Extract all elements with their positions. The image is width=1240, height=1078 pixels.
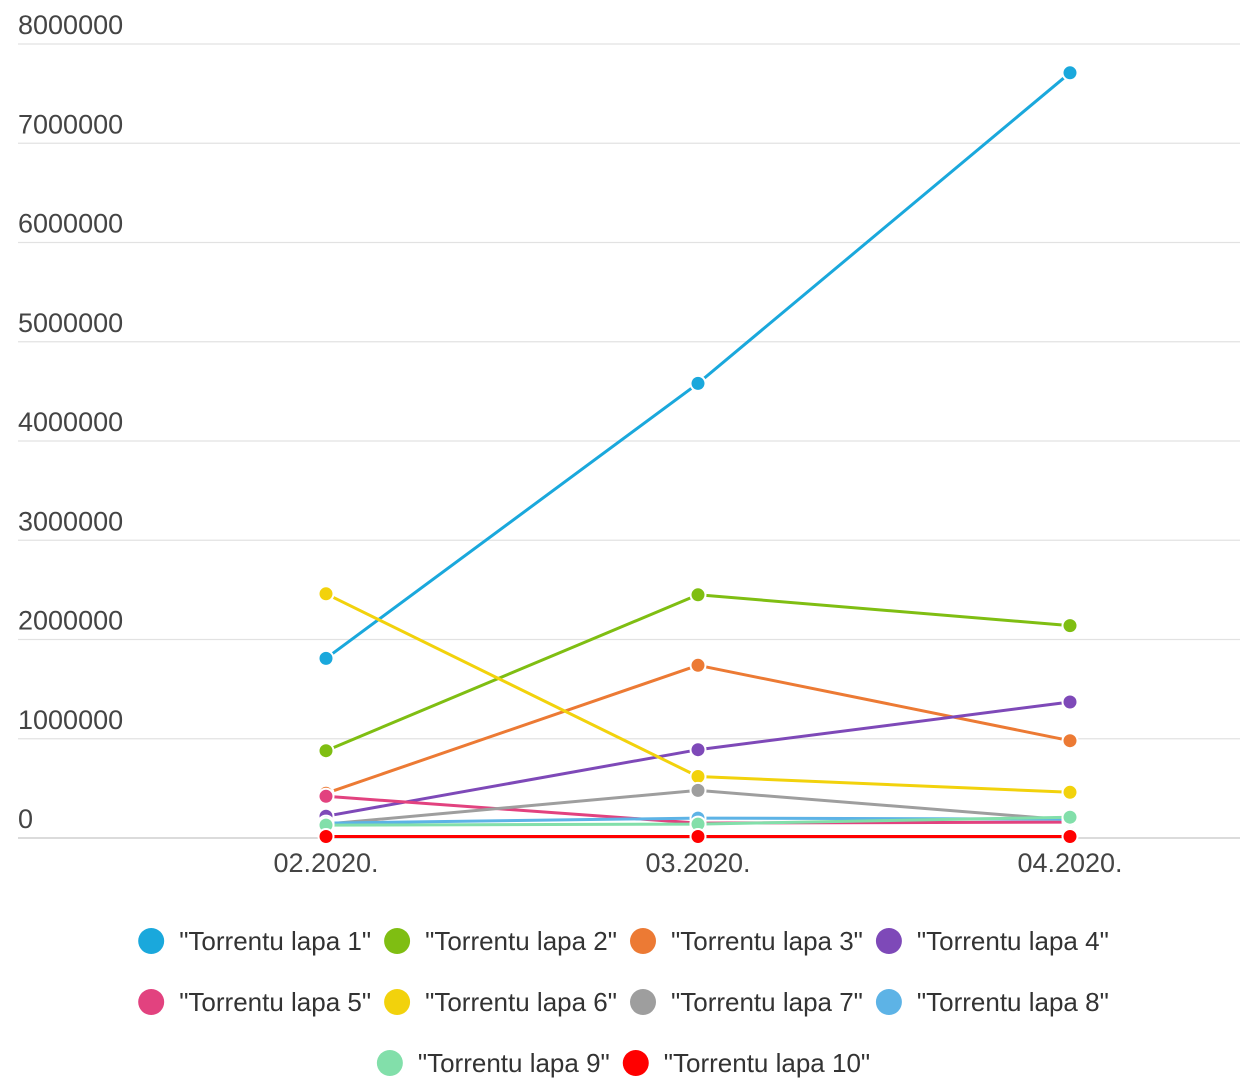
legend-label: "Torrentu lapa 7" — [671, 987, 863, 1017]
y-tick-label: 2000000 — [18, 606, 123, 636]
legend-swatch — [622, 1050, 649, 1076]
data-point-series-4[interactable] — [689, 741, 707, 759]
legend-item-5[interactable]: "Torrentu lapa 5" — [138, 987, 371, 1017]
legend-item-8[interactable]: "Torrentu lapa 8" — [875, 987, 1109, 1017]
legend-swatch — [875, 989, 902, 1015]
legend-swatch — [630, 928, 656, 954]
series-line-group — [324, 71, 1072, 838]
legend-item-9[interactable]: "Torrentu lapa 9" — [376, 1048, 610, 1078]
y-axis-tick-labels: 0 1000000 2000000 3000000 4000000 5000000 6000… — [18, 10, 123, 834]
series-line-6 — [324, 592, 1072, 794]
data-point-series-2[interactable] — [689, 586, 707, 604]
legend-label: "Torrentu lapa 8" — [917, 987, 1109, 1017]
x-tick-label: 02.2020. — [273, 848, 378, 878]
data-point-series-1[interactable] — [317, 649, 335, 667]
y-tick-label: 4000000 — [18, 407, 123, 437]
data-point-series-6[interactable] — [689, 768, 707, 785]
legend-item-4[interactable]: "Torrentu lapa 4" — [875, 926, 1109, 956]
y-tick-label: 5000000 — [18, 308, 123, 338]
data-point-series-9[interactable] — [1061, 808, 1079, 826]
data-point-series-10[interactable] — [317, 828, 335, 845]
legend-label: "Torrentu lapa 5" — [179, 987, 371, 1017]
data-point-series-5[interactable] — [317, 787, 335, 805]
grid-lines — [18, 43, 1240, 839]
legend-label: "Torrentu lapa 10" — [664, 1048, 870, 1078]
y-tick-label: 3000000 — [18, 506, 123, 536]
series-lines — [317, 64, 1079, 845]
y-tick-label: 1000000 — [18, 705, 123, 735]
data-point-series-10[interactable] — [1061, 828, 1079, 845]
legend-label: "Torrentu lapa 4" — [917, 926, 1109, 956]
legend-swatch — [384, 989, 411, 1015]
data-point-series-2[interactable] — [317, 742, 335, 760]
x-tick-label: 04.2020. — [1017, 848, 1122, 878]
x-axis-tick-labels: 02.2020. 03.2020. 04.2020. — [273, 848, 1122, 878]
legend-swatch — [138, 928, 165, 954]
legend-swatch — [384, 928, 411, 954]
y-tick-label: 8000000 — [18, 10, 123, 40]
legend-swatch — [875, 928, 902, 954]
legend-swatch — [630, 989, 656, 1015]
legend-swatch — [138, 989, 165, 1015]
data-point-series-1[interactable] — [1061, 64, 1079, 82]
legend-item-10[interactable]: "Torrentu lapa 10" — [622, 1048, 870, 1078]
y-tick-label: 7000000 — [18, 109, 123, 139]
data-point-series-10[interactable] — [689, 828, 707, 845]
legend: "Torrentu lapa 1" "Torrentu lapa 2" "Torre… — [138, 926, 1109, 1078]
legend-item-3[interactable]: "Torrentu lapa 3" — [630, 926, 863, 956]
data-point-series-1[interactable] — [689, 374, 707, 392]
data-point-series-6[interactable] — [1061, 783, 1079, 801]
series-line-1 — [324, 71, 1072, 660]
legend-swatch — [376, 1050, 403, 1076]
legend-label: "Torrentu lapa 6" — [425, 987, 617, 1017]
legend-label: "Torrentu lapa 2" — [425, 926, 617, 956]
legend-item-2[interactable]: "Torrentu lapa 2" — [384, 926, 617, 956]
series-point-group — [317, 64, 1079, 845]
y-tick-label: 0 — [18, 804, 33, 834]
legend-item-1[interactable]: "Torrentu lapa 1" — [138, 926, 371, 956]
legend-label: "Torrentu lapa 1" — [179, 926, 371, 956]
data-point-series-4[interactable] — [1061, 693, 1079, 711]
legend-item-7[interactable]: "Torrentu lapa 7" — [630, 987, 863, 1017]
data-point-series-2[interactable] — [1061, 617, 1079, 635]
legend-label: "Torrentu lapa 3" — [671, 926, 863, 956]
data-point-series-3[interactable] — [1061, 732, 1079, 750]
data-point-series-6[interactable] — [317, 585, 335, 603]
x-tick-label: 03.2020. — [645, 848, 750, 878]
y-tick-label: 6000000 — [18, 209, 123, 239]
data-point-series-3[interactable] — [689, 656, 707, 674]
legend-label: "Torrentu lapa 9" — [418, 1048, 610, 1078]
legend-item-6[interactable]: "Torrentu lapa 6" — [384, 987, 617, 1017]
data-point-series-7[interactable] — [689, 781, 707, 799]
